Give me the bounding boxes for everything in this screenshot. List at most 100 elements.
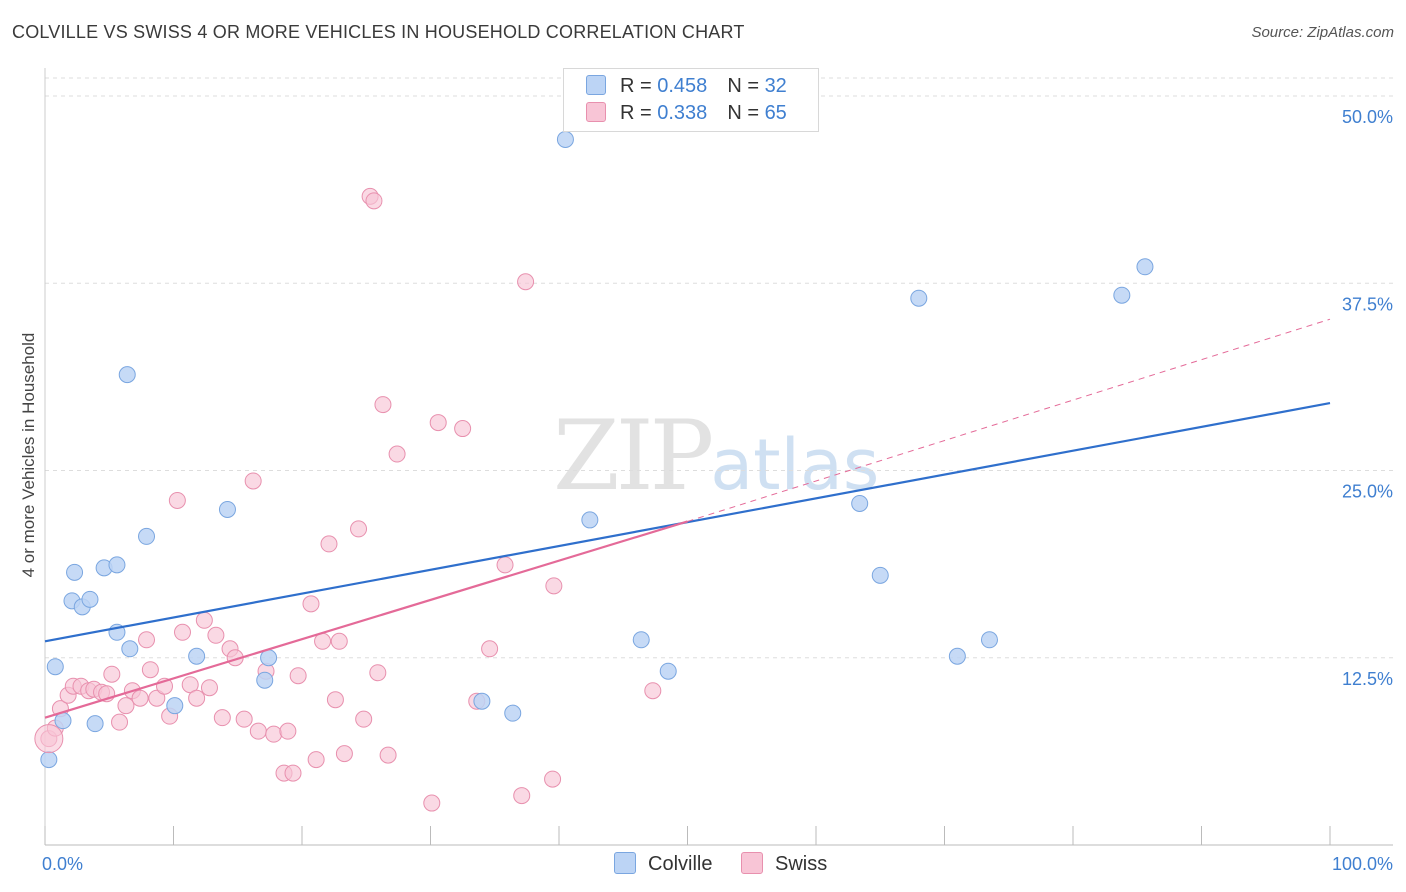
correlation-legend: R = 0.458 N = 32 R = 0.338 N = 65 xyxy=(563,68,819,132)
swiss-n-label: N = xyxy=(727,102,765,124)
colville-point-21 xyxy=(556,130,574,148)
swiss-point-49 xyxy=(365,192,383,210)
y-axis-title: 4 or more Vehicles in Household xyxy=(19,333,38,578)
x-tick-label-1: 100.0% xyxy=(1332,854,1393,874)
swiss-point-52 xyxy=(379,746,397,764)
swiss-point-25 xyxy=(200,679,218,697)
colville-point-13 xyxy=(138,527,156,545)
y-tick-label-3: 50.0% xyxy=(1342,107,1393,127)
swiss-point-64 xyxy=(644,682,662,700)
swiss-point-46 xyxy=(350,520,368,538)
colville-point-25 xyxy=(851,494,869,512)
data-points xyxy=(34,130,1154,812)
legend-row-swiss: R = 0.338 N = 65 xyxy=(586,102,787,128)
colville-point-15 xyxy=(188,647,206,665)
colville-point-9 xyxy=(108,556,126,574)
colville-point-11 xyxy=(118,366,136,384)
swiss-point-23 xyxy=(188,689,206,707)
colville-point-4 xyxy=(66,563,84,581)
trend-lines xyxy=(44,318,1331,719)
swiss-point-24 xyxy=(195,611,213,629)
colville-r-label: R = xyxy=(620,75,658,97)
swiss-point-53 xyxy=(388,445,406,463)
colville-point-14 xyxy=(166,697,184,715)
x-tick-label-0: 0.0% xyxy=(42,854,83,874)
swiss-trend-line-1 xyxy=(44,520,688,719)
y-tick-label-2: 37.5% xyxy=(1342,294,1393,314)
bottom-swiss-label: Swiss xyxy=(775,853,828,875)
swiss-point-cluster xyxy=(34,724,64,754)
swiss-point-12 xyxy=(117,697,135,715)
colville-point-23 xyxy=(632,631,650,649)
swiss-point-38 xyxy=(289,667,307,685)
colville-point-0 xyxy=(40,751,58,769)
swiss-point-14 xyxy=(131,689,149,707)
swiss-point-36 xyxy=(279,722,297,740)
swiss-point-59 xyxy=(496,556,514,574)
swiss-point-42 xyxy=(320,535,338,553)
swiss-point-58 xyxy=(481,640,499,658)
colville-point-26 xyxy=(871,566,889,584)
colville-point-28 xyxy=(948,647,966,665)
swiss-point-20 xyxy=(168,491,186,509)
swiss-point-32 xyxy=(249,722,267,740)
y-tick-label-0: 12.5% xyxy=(1342,669,1393,689)
swiss-point-40 xyxy=(307,751,325,769)
swiss-point-47 xyxy=(355,710,373,728)
swiss-point-27 xyxy=(213,709,231,727)
colville-point-20 xyxy=(504,704,522,722)
tick-labels: 12.5% 25.0% 37.5% 50.0% 0.0% 100.0% xyxy=(42,107,1393,874)
swiss-r-value: 0.338 xyxy=(657,102,708,124)
colville-swatch xyxy=(586,75,606,95)
y-tick-label-1: 25.0% xyxy=(1342,482,1393,502)
source-label: Source: ZipAtlas.com xyxy=(1251,24,1394,41)
watermark-zip: ZIP xyxy=(553,400,714,512)
axes xyxy=(44,68,1393,846)
swiss-point-11 xyxy=(111,713,129,731)
swiss-point-39 xyxy=(302,595,320,613)
swiss-point-43 xyxy=(326,691,344,709)
colville-n-label: N = xyxy=(727,75,765,97)
grid-lines xyxy=(45,77,1393,659)
colville-point-30 xyxy=(1113,286,1131,304)
swiss-point-34 xyxy=(265,725,283,743)
swiss-point-55 xyxy=(429,414,447,432)
swiss-r-label: R = xyxy=(620,102,658,124)
swiss-point-60 xyxy=(513,787,531,805)
swiss-point-17 xyxy=(148,689,166,707)
colville-point-19 xyxy=(473,692,491,710)
colville-point-16 xyxy=(218,500,236,518)
swiss-swatch xyxy=(586,102,606,122)
colville-n-value: 32 xyxy=(764,75,787,97)
colville-point-6 xyxy=(81,590,99,608)
swiss-point-26 xyxy=(207,626,225,644)
swiss-point-50 xyxy=(369,664,387,682)
swiss-trend-line-2 xyxy=(687,318,1331,522)
swiss-point-51 xyxy=(374,396,392,414)
colville-point-24 xyxy=(659,662,677,680)
colville-point-1 xyxy=(46,658,64,676)
swiss-point-21 xyxy=(173,623,191,641)
colville-point-31 xyxy=(1136,258,1154,276)
swiss-point-16 xyxy=(141,661,159,679)
swiss-point-31 xyxy=(244,472,262,490)
bottom-swiss-swatch xyxy=(741,852,763,874)
legend-row-colville: R = 0.458 N = 32 xyxy=(586,75,787,101)
swiss-point-54 xyxy=(423,794,441,812)
swiss-point-62 xyxy=(545,577,563,595)
bottom-colville-swatch xyxy=(614,852,636,874)
colville-point-12 xyxy=(121,640,139,658)
bottom-colville-label: Colville xyxy=(648,853,713,875)
colville-point-2 xyxy=(54,712,72,730)
swiss-point-45 xyxy=(335,745,353,763)
swiss-point-30 xyxy=(235,710,253,728)
swiss-n-value: 65 xyxy=(764,102,787,124)
bottom-legend-colville: Colville xyxy=(614,852,712,876)
swiss-point-56 xyxy=(454,420,472,438)
colville-point-17 xyxy=(256,671,274,689)
chart-title: COLVILLE VS SWISS 4 OR MORE VEHICLES IN … xyxy=(12,22,745,42)
bottom-legend-swiss: Swiss xyxy=(741,852,827,876)
watermark: ZIPatlas xyxy=(553,400,879,512)
swiss-point-44 xyxy=(330,632,348,650)
